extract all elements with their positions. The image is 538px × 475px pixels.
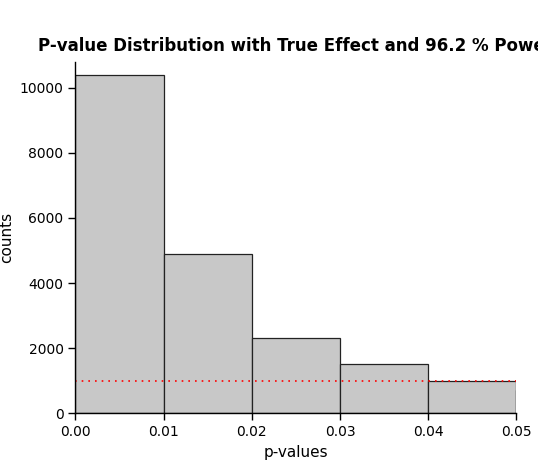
X-axis label: p-values: p-values: [264, 445, 328, 460]
Y-axis label: counts: counts: [0, 212, 14, 263]
Bar: [252, 338, 340, 413]
Bar: [164, 254, 252, 413]
Bar: [75, 75, 164, 413]
Bar: [340, 364, 428, 413]
Title: P-value Distribution with True Effect and 96.2 % Power: P-value Distribution with True Effect an…: [38, 37, 538, 55]
Bar: [428, 380, 516, 413]
Bar: [516, 390, 538, 413]
